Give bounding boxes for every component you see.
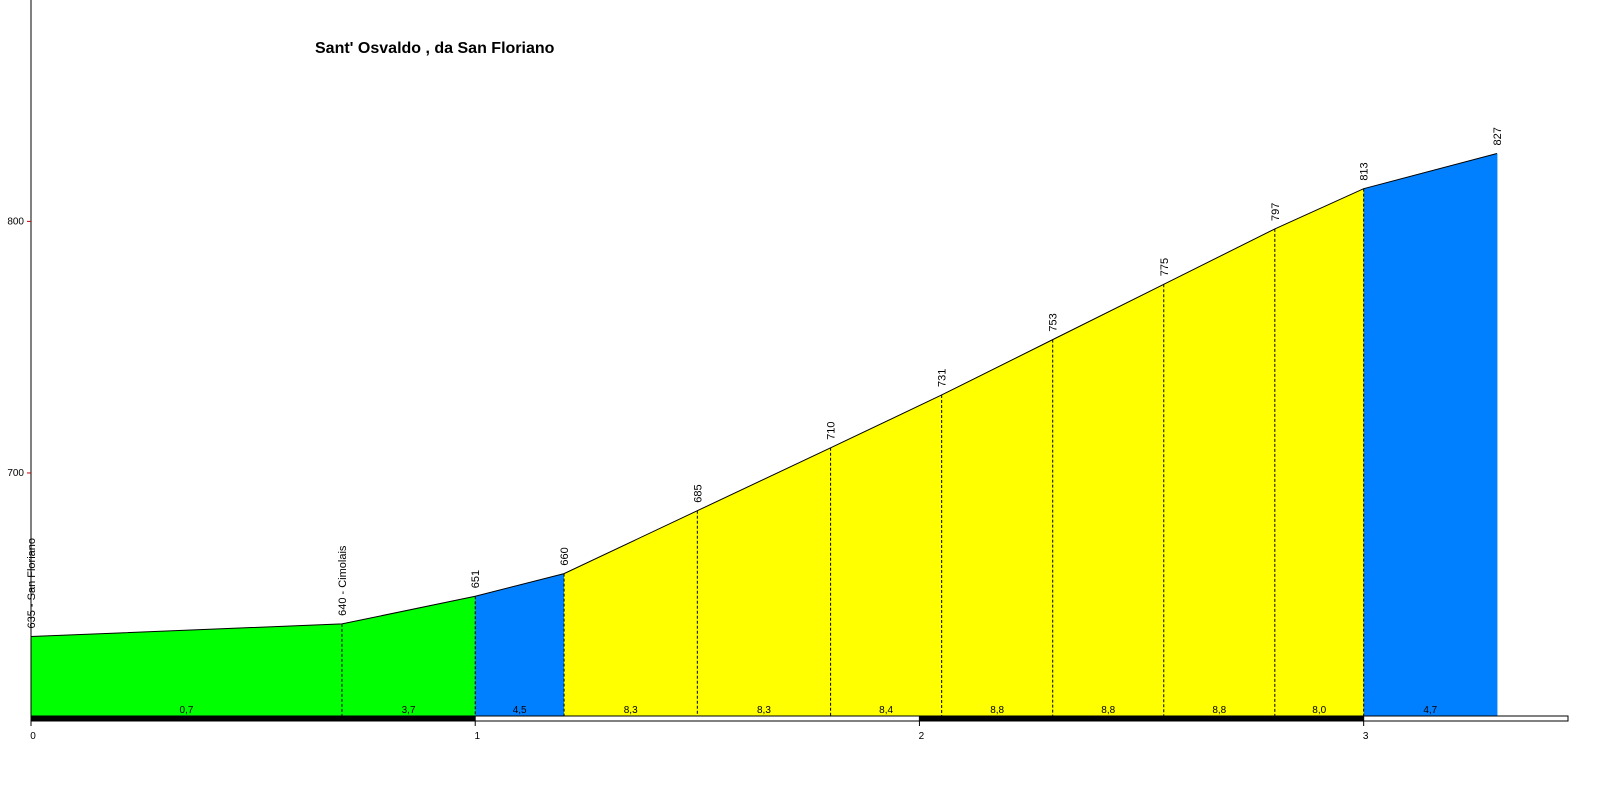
gradient-label: 8,8: [990, 705, 1004, 716]
chart-title: Sant' Osvaldo , da San Floriano: [315, 40, 555, 57]
x-tick-label: 1: [474, 731, 480, 742]
elevation-label: 685: [692, 484, 704, 502]
gradient-segment: [564, 510, 698, 717]
elevation-label: 813: [1359, 162, 1371, 180]
gradient-label: 8,8: [1101, 705, 1115, 716]
gradient-label: 0,7: [180, 705, 194, 716]
gradient-segment: [1163, 228, 1275, 718]
gradient-label: 4,5: [513, 705, 527, 716]
gradient-segment: [1274, 188, 1364, 717]
distance-band: [30, 715, 476, 722]
x-tick-label: 3: [1363, 731, 1369, 742]
gradient-label: 4,7: [1423, 705, 1437, 716]
distance-band: [474, 715, 920, 722]
gradient-segment: [475, 573, 565, 717]
y-tick-label: 800: [7, 216, 24, 227]
elevation-label: 640 - Cimolais: [337, 545, 349, 616]
profile-line: [30, 152, 1498, 637]
elevation-label: 651: [470, 570, 482, 588]
distance-band: [918, 715, 1365, 722]
y-tick-label: 700: [7, 468, 24, 479]
gradient-label: 8,3: [757, 705, 771, 716]
elevation-label: 731: [937, 369, 949, 387]
x-tick-label: 2: [919, 731, 925, 742]
gradient-label: 3,7: [402, 705, 416, 716]
gradient-label: 8,8: [1212, 705, 1226, 716]
gradient-segment: [830, 394, 942, 717]
elevation-label: 827: [1492, 127, 1504, 145]
distance-band: [1363, 715, 1569, 722]
gradient-segment: [697, 447, 831, 717]
gradient-label: 8,3: [624, 705, 638, 716]
gradient-label: 8,4: [879, 705, 893, 716]
gradient-segment: [1052, 284, 1164, 717]
gradient-segment: [31, 623, 342, 717]
elevation-label: 660: [559, 547, 571, 565]
elevation-label: 775: [1159, 258, 1171, 276]
gradient-label: 8,0: [1312, 705, 1326, 716]
elevation-label: 635 - San Floriano: [26, 538, 38, 629]
elevation-label: 797: [1270, 203, 1282, 221]
x-tick-label: 0: [30, 731, 36, 742]
gradient-segment: [941, 339, 1053, 717]
elevation-label: 753: [1048, 313, 1060, 331]
elevation-label: 710: [826, 421, 838, 439]
gradient-segment: [341, 596, 476, 717]
gradient-segment: [1363, 153, 1497, 718]
